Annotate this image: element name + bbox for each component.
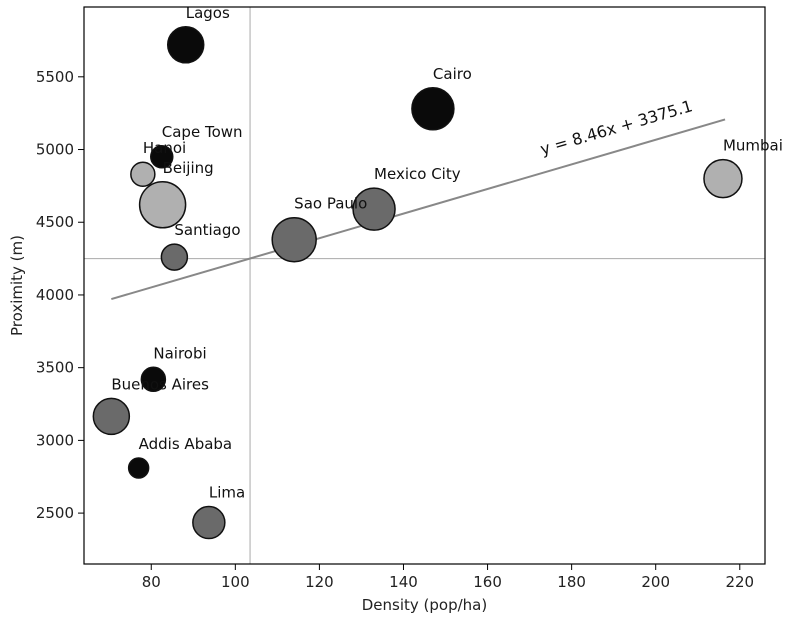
data-point bbox=[352, 187, 396, 231]
data-point bbox=[140, 366, 167, 393]
y-tick-label: 5000 bbox=[36, 141, 74, 159]
plot-frame bbox=[83, 6, 766, 565]
axes-group: 80 100 120 140 160 180 200 220 2500 3000 3500 4000 4… bbox=[36, 6, 766, 591]
data-point bbox=[703, 158, 743, 199]
point-label: Sao Paulo bbox=[294, 195, 367, 213]
data-point bbox=[160, 243, 189, 271]
data-point bbox=[150, 145, 174, 169]
x-tick-label: 100 bbox=[221, 573, 250, 591]
y-tick-label: 3500 bbox=[36, 359, 74, 377]
point-label: Hanoi bbox=[143, 139, 186, 157]
data-point bbox=[192, 505, 226, 540]
x-tick-label: 120 bbox=[305, 573, 334, 591]
data-point bbox=[166, 26, 205, 64]
point-label: Nairobi bbox=[153, 344, 206, 362]
data-point bbox=[130, 161, 156, 187]
data-point bbox=[138, 181, 187, 229]
x-tick-label: 200 bbox=[641, 573, 670, 591]
data-point bbox=[411, 87, 455, 131]
y-tick-label: 4500 bbox=[36, 213, 74, 231]
trendline bbox=[111, 118, 726, 301]
point-label: Buenos Aires bbox=[111, 375, 209, 393]
points-group bbox=[92, 26, 743, 540]
x-tick-label: 220 bbox=[725, 573, 754, 591]
y-tick-label: 3000 bbox=[36, 431, 74, 449]
mean-lines bbox=[84, 7, 765, 564]
point-label: Lima bbox=[209, 484, 245, 502]
point-label: Santiago bbox=[174, 221, 240, 239]
point-label: Addis Ababa bbox=[139, 435, 232, 453]
point-label: Mumbai bbox=[723, 137, 783, 155]
x-tick-label: 140 bbox=[389, 573, 418, 591]
y-axis-title: Proximity (m) bbox=[8, 235, 26, 336]
y-tick-label: 5500 bbox=[36, 68, 74, 86]
point-label: Mexico City bbox=[374, 165, 461, 183]
data-point bbox=[271, 216, 317, 263]
data-point bbox=[127, 457, 150, 479]
x-tick-label: 180 bbox=[557, 573, 586, 591]
x-tick-label: 80 bbox=[142, 573, 161, 591]
point-label: Beijing bbox=[163, 159, 214, 177]
point-label: Cape Town bbox=[162, 123, 243, 141]
point-label: Cairo bbox=[433, 65, 472, 83]
x-tick-label: 160 bbox=[473, 573, 502, 591]
y-tick-label: 4000 bbox=[36, 286, 74, 304]
x-axis-title: Density (pop/ha) bbox=[362, 596, 487, 614]
trendline-equation-label: y = 8.46x + 3375.1 bbox=[538, 96, 695, 159]
data-point bbox=[92, 397, 131, 436]
y-tick-label: 2500 bbox=[36, 504, 74, 522]
point-label: Lagos bbox=[186, 4, 230, 22]
